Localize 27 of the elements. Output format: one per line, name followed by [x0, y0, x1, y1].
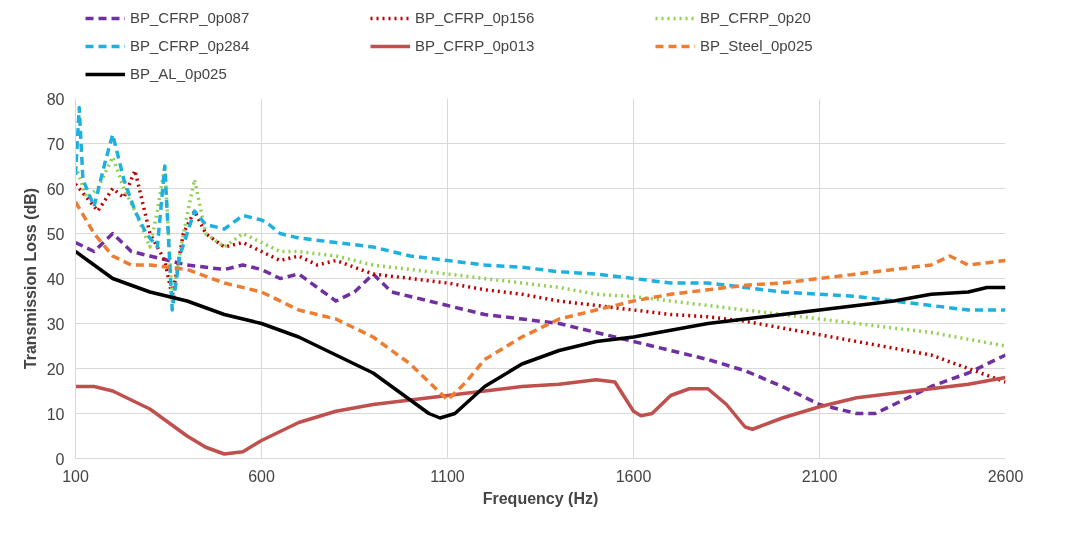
y-tick-label: 0 [55, 450, 65, 468]
y-tick-label: 30 [46, 315, 65, 333]
y-tick-label: 40 [46, 270, 65, 288]
y-tick-label: 70 [46, 135, 65, 153]
legend-label: BP_CFRP_0p284 [130, 37, 251, 54]
y-tick-label: 50 [46, 225, 65, 243]
x-tick-label: 2100 [801, 467, 838, 485]
y-tick-label: 20 [46, 360, 65, 378]
y-axis-title: Transmission Loss (dB) [21, 187, 39, 370]
legend-label: BP_CFRP_0p20 [700, 9, 812, 26]
y-tick-label: 80 [46, 90, 65, 108]
legend-label: BP_CFRP_0p013 [415, 37, 536, 54]
legend-label: BP_AL_0p025 [130, 65, 228, 82]
x-tick-label: 2600 [987, 467, 1024, 485]
y-tick-label: 10 [46, 405, 65, 423]
legend-label: BP_CFRP_0p087 [130, 9, 251, 26]
x-tick-label: 600 [248, 467, 275, 485]
x-tick-label: 100 [62, 467, 89, 485]
y-tick-label: 60 [46, 180, 65, 198]
x-axis-title: Frequency (Hz) [482, 489, 599, 507]
legend-label: BP_CFRP_0p156 [415, 9, 536, 26]
line-series [75, 155, 1006, 348]
line-series [75, 200, 1006, 402]
x-tick-label: 1100 [430, 467, 465, 485]
line-series [75, 105, 1006, 312]
legend-label: BP_Steel_0p025 [700, 37, 814, 54]
x-tick-label: 1600 [615, 467, 652, 485]
